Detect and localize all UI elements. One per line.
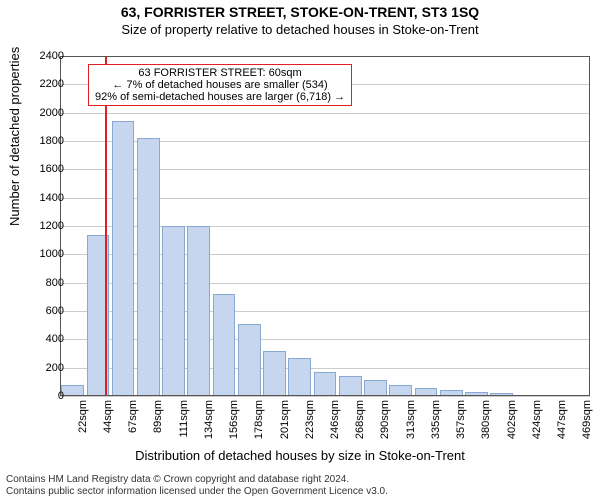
y-tick-label: 2400 — [14, 50, 64, 62]
property-marker-line — [105, 56, 107, 396]
y-tick-label: 2200 — [14, 78, 64, 90]
x-tick-label: 223sqm — [304, 400, 316, 439]
x-tick-label: 44sqm — [102, 400, 114, 433]
histogram-bar — [162, 226, 185, 396]
y-tick-label: 400 — [14, 333, 64, 345]
x-tick-label: 357sqm — [455, 400, 467, 439]
histogram-bar — [314, 372, 337, 396]
histogram-bar — [465, 392, 488, 396]
y-tick-label: 1000 — [14, 248, 64, 260]
annotation-line: ← 7% of detached houses are smaller (534… — [95, 79, 345, 91]
x-tick-label: 268sqm — [354, 400, 366, 439]
histogram-bar — [490, 393, 513, 396]
gridline — [60, 396, 590, 397]
x-tick-label: 335sqm — [430, 400, 442, 439]
histogram-bar — [516, 395, 539, 396]
histogram-bar — [566, 395, 589, 396]
x-tick-label: 89sqm — [152, 400, 164, 433]
histogram-bar — [389, 385, 412, 396]
histogram-bar — [263, 351, 286, 396]
x-tick-label: 380sqm — [480, 400, 492, 439]
x-tick-label: 447sqm — [556, 400, 568, 439]
x-axis-label: Distribution of detached houses by size … — [0, 448, 600, 463]
histogram-bar — [288, 358, 311, 396]
x-tick-label: 290sqm — [379, 400, 391, 439]
footer-attribution: Contains HM Land Registry data © Crown c… — [6, 474, 594, 497]
x-tick-label: 402sqm — [506, 400, 518, 439]
x-tick-label: 201sqm — [279, 400, 291, 439]
marker-annotation: 63 FORRISTER STREET: 60sqm ← 7% of detac… — [88, 64, 352, 106]
histogram-bar — [137, 138, 160, 396]
footer-line: Contains public sector information licen… — [6, 486, 594, 498]
x-tick-label: 313sqm — [405, 400, 417, 439]
y-tick-label: 1600 — [14, 163, 64, 175]
histogram-bar — [238, 324, 261, 396]
x-tick-label: 469sqm — [581, 400, 593, 439]
histogram-bar — [213, 294, 236, 396]
chart-subtitle: Size of property relative to detached ho… — [0, 22, 600, 37]
y-tick-label: 2000 — [14, 107, 64, 119]
footer-line: Contains HM Land Registry data © Crown c… — [6, 474, 594, 486]
x-tick-label: 111sqm — [178, 400, 190, 438]
x-tick-label: 156sqm — [228, 400, 240, 439]
page-title: 63, FORRISTER STREET, STOKE-ON-TRENT, ST… — [0, 4, 600, 20]
x-tick-label: 178sqm — [253, 400, 265, 439]
y-tick-label: 1400 — [14, 192, 64, 204]
y-tick-label: 800 — [14, 277, 64, 289]
x-tick-label: 22sqm — [77, 400, 89, 433]
x-tick-label: 67sqm — [127, 400, 139, 433]
histogram-bar — [339, 376, 362, 396]
histogram-bar — [61, 385, 84, 396]
histogram-bar — [415, 388, 438, 397]
histogram-bar — [187, 226, 210, 396]
annotation-line: 63 FORRISTER STREET: 60sqm — [95, 67, 345, 79]
x-tick-label: 424sqm — [531, 400, 543, 439]
gridline — [60, 113, 590, 114]
x-tick-label: 246sqm — [329, 400, 341, 439]
annotation-line: 92% of semi-detached houses are larger (… — [95, 91, 345, 103]
y-tick-label: 600 — [14, 305, 64, 317]
histogram-bar — [364, 380, 387, 396]
y-tick-label: 1200 — [14, 220, 64, 232]
histogram-chart: 22sqm44sqm67sqm89sqm111sqm134sqm156sqm17… — [60, 56, 590, 396]
histogram-bar — [112, 121, 135, 396]
histogram-bar — [541, 395, 564, 396]
histogram-bar — [440, 390, 463, 396]
x-tick-label: 134sqm — [203, 400, 215, 439]
gridline — [60, 56, 590, 57]
plot-area: 22sqm44sqm67sqm89sqm111sqm134sqm156sqm17… — [60, 56, 590, 396]
y-tick-label: 0 — [14, 390, 64, 402]
y-tick-label: 1800 — [14, 135, 64, 147]
y-tick-label: 200 — [14, 362, 64, 374]
